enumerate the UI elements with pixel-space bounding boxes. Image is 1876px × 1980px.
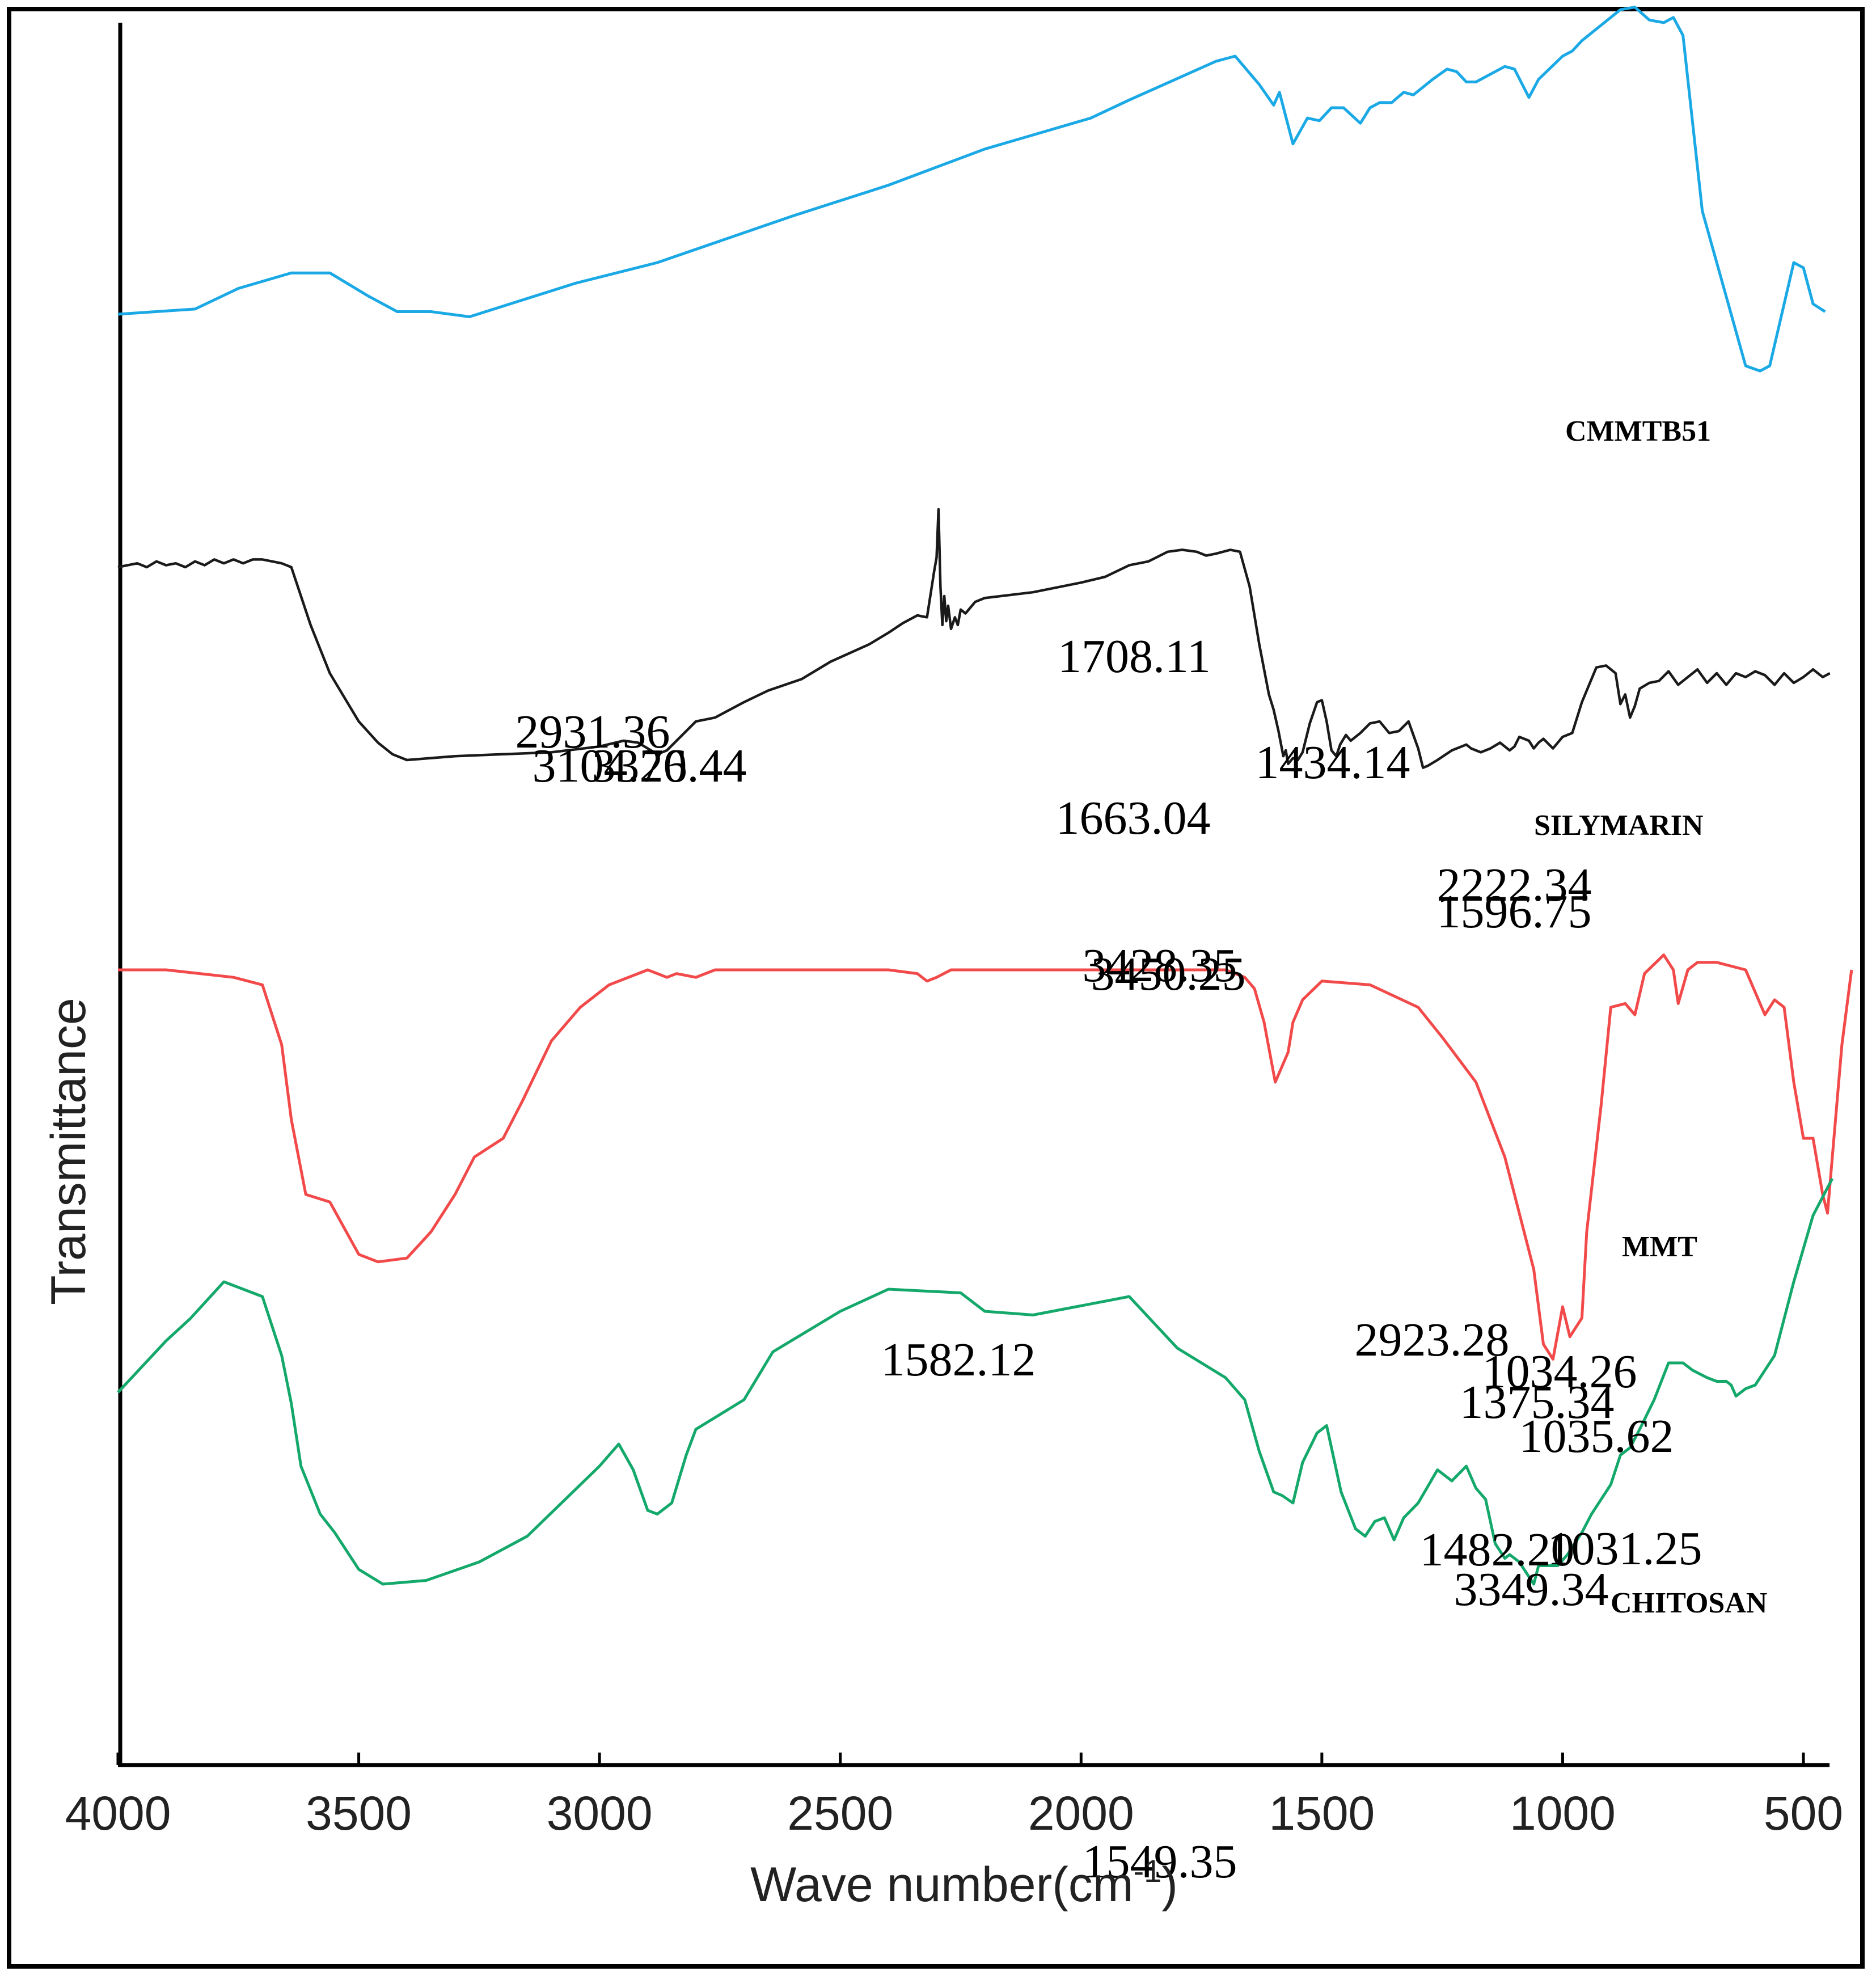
peak-label: 1031.25 — [1548, 1522, 1702, 1575]
peak-label: 1034.26 — [1482, 1345, 1637, 1398]
peak-label: 1482.20 — [1420, 1523, 1575, 1576]
series-name-chitosan: CHITOSAN — [1611, 1587, 1767, 1619]
peak-label: 1035.62 — [1519, 1410, 1674, 1463]
x-tick-label: 3500 — [306, 1787, 412, 1840]
peak-label: 1663.04 — [1056, 792, 1211, 845]
peak-label: 1375.34 — [1460, 1376, 1615, 1429]
figure-frame — [7, 7, 1865, 1969]
peak-label: 3428.35 — [1083, 939, 1237, 992]
y-axis-label: Transmittance — [41, 998, 96, 1305]
peak-label: 3104.20 — [533, 740, 687, 792]
peak-label: 1596.75 — [1437, 885, 1592, 938]
x-tick-label: 3000 — [547, 1787, 653, 1840]
peak-label: 3450.25 — [1091, 948, 1246, 1000]
peak-label: 2923.28 — [1355, 1314, 1510, 1366]
peak-label: 3349.34 — [1454, 1563, 1609, 1616]
peak-label: 1582.12 — [881, 1333, 1036, 1386]
series-line-silymarin — [117, 508, 1831, 769]
x-tick-label: 4000 — [65, 1787, 171, 1840]
x-axis-label: Wave number(cm-1) — [750, 1853, 1178, 1912]
series-name-cmmtb51: CMMTB51 — [1565, 415, 1711, 447]
series-line-cmmtb51 — [117, 6, 1826, 373]
x-tick-label: 2500 — [787, 1787, 893, 1840]
peak-label: 1549.35 — [1083, 1835, 1237, 1888]
peak-label: 3376.44 — [592, 740, 747, 792]
series-line-chitosan — [117, 1177, 1834, 1586]
peak-label: 1434.14 — [1256, 736, 1410, 789]
peak-label: 2222.34 — [1437, 859, 1592, 911]
series-name-mmt: MMT — [1622, 1231, 1697, 1263]
x-tick-label: 1000 — [1510, 1787, 1616, 1840]
x-tick-label: 2000 — [1028, 1787, 1134, 1840]
series-line-mmt — [118, 953, 1853, 1361]
peak-label: 1708.11 — [1058, 630, 1211, 683]
x-tick-label: 1500 — [1269, 1787, 1375, 1840]
x-tick-label: 500 — [1764, 1787, 1843, 1840]
peak-label: 2931.36 — [516, 706, 670, 758]
series-name-silymarin: SILYMARIN — [1534, 809, 1704, 842]
